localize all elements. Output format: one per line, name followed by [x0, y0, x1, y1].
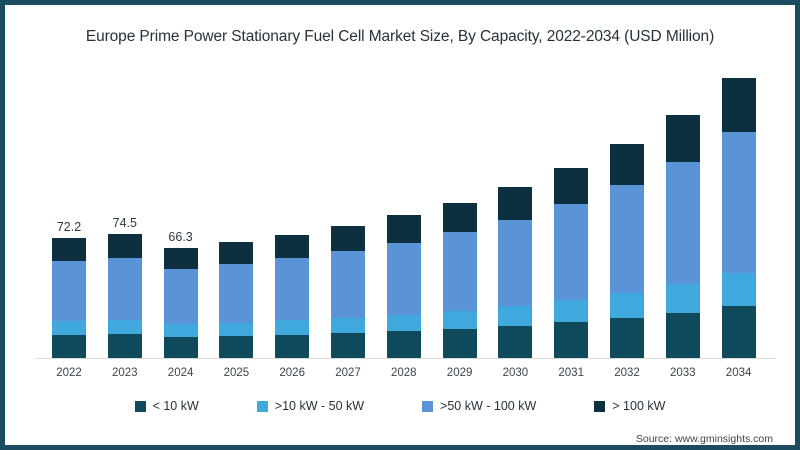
bar-segment[interactable]: [275, 320, 310, 335]
legend-label: > 100 kW: [612, 399, 666, 413]
bar-column[interactable]: [442, 202, 477, 358]
bar-segment[interactable]: [665, 161, 700, 285]
bar-segment[interactable]: [331, 251, 365, 318]
bar-segment[interactable]: [386, 314, 421, 332]
bar-segment[interactable]: [107, 334, 142, 358]
bar-segment[interactable]: [610, 185, 644, 294]
bar-value-label: 66.3: [168, 229, 193, 244]
bar-segment[interactable]: [219, 322, 254, 336]
bar-segment[interactable]: [386, 242, 421, 315]
bar-segment[interactable]: [498, 220, 533, 307]
bar-column[interactable]: [386, 215, 421, 358]
bar-segment[interactable]: [498, 187, 533, 221]
bar-segment[interactable]: [554, 167, 589, 205]
plot-area: 72.2 2022 74.5 2023 66.3 2024 2025 2026 2027 2028…: [5, 5, 795, 445]
bar-segment[interactable]: [442, 310, 477, 329]
bar-segment[interactable]: [554, 322, 589, 358]
bar-column[interactable]: [554, 167, 589, 358]
bar-segment[interactable]: [52, 321, 86, 336]
x-axis-tick-label: 2023: [112, 367, 138, 379]
source-note: Source: www.gminsights.com: [635, 433, 773, 445]
bar-column[interactable]: [275, 234, 310, 358]
bar-segment[interactable]: [52, 238, 86, 262]
bar-column[interactable]: [498, 187, 533, 358]
legend-label: < 10 kW: [152, 399, 199, 413]
x-axis-tick-label: 2025: [223, 367, 250, 379]
bar-segment[interactable]: [721, 273, 756, 307]
x-axis-line: [35, 358, 775, 359]
bar-column[interactable]: [107, 234, 142, 358]
legend-item[interactable]: >50 kW - 100 kW: [422, 399, 536, 413]
chart-title: Europe Prime Power Stationary Fuel Cell …: [85, 28, 715, 45]
bar-segment[interactable]: [275, 234, 310, 259]
bar-segment[interactable]: [275, 334, 310, 358]
bar-segment[interactable]: [665, 114, 700, 162]
bar-segment[interactable]: [107, 257, 142, 321]
bar-column[interactable]: [665, 114, 700, 358]
bar-column[interactable]: [219, 241, 254, 358]
bar-segment[interactable]: [163, 337, 198, 358]
bar-segment[interactable]: [665, 312, 700, 358]
bar-column[interactable]: [52, 238, 86, 358]
legend-swatch-icon: [422, 400, 434, 412]
bar-segment[interactable]: [386, 331, 421, 358]
bar-value-label: 72.2: [56, 220, 82, 235]
bar-segment[interactable]: [442, 328, 477, 358]
bar-segment[interactable]: [331, 225, 365, 252]
bar-segment[interactable]: [721, 78, 756, 132]
legend-swatch-icon: [134, 400, 146, 412]
bar-segment[interactable]: [386, 215, 421, 243]
bar-segment[interactable]: [665, 284, 700, 313]
x-axis-tick-label: 2027: [335, 367, 361, 379]
bar-segment[interactable]: [498, 306, 533, 326]
bar-segment[interactable]: [721, 131, 756, 274]
x-axis-tick-label: 2030: [502, 367, 529, 379]
x-axis-tick-label: 2024: [167, 367, 194, 379]
chart-legend: < 10 kW >10 kW - 50 kW >50 kW - 100 kW > 10…: [5, 399, 795, 413]
bar-segment[interactable]: [442, 202, 477, 233]
bar-segment[interactable]: [331, 332, 365, 358]
legend-item[interactable]: > 100 kW: [594, 399, 665, 413]
legend-item[interactable]: < 10 kW: [134, 399, 199, 413]
x-axis-tick-label: 2033: [670, 367, 696, 379]
bar-segment[interactable]: [163, 269, 198, 325]
legend-label: >10 kW - 50 kW: [274, 399, 365, 413]
bar-segment[interactable]: [163, 247, 198, 270]
bar-segment[interactable]: [554, 300, 589, 323]
bar-segment[interactable]: [331, 317, 365, 333]
bar-value-label: 74.5: [112, 216, 137, 231]
bar-segment[interactable]: [52, 335, 86, 358]
bar-segment[interactable]: [219, 241, 254, 265]
bar-column[interactable]: [610, 144, 644, 358]
x-axis-tick-label: 2029: [446, 367, 473, 379]
bar-segment[interactable]: [442, 232, 477, 311]
legend-swatch-icon: [256, 400, 268, 412]
bar-segment[interactable]: [610, 318, 644, 358]
bar-segment[interactable]: [107, 234, 142, 258]
x-axis-tick-label: 2022: [56, 367, 82, 379]
bar-segment[interactable]: [554, 204, 589, 301]
bar-column[interactable]: [331, 225, 365, 358]
bar-segment[interactable]: [498, 325, 533, 358]
bar-column[interactable]: [721, 78, 756, 358]
bar-segment[interactable]: [163, 324, 198, 338]
legend-label: >50 kW - 100 kW: [440, 399, 537, 413]
x-axis-tick-label: 2031: [558, 367, 584, 379]
bar-column[interactable]: [163, 247, 198, 358]
x-axis-tick-label: 2026: [279, 367, 305, 379]
bar-segment[interactable]: [610, 144, 644, 186]
bar-segment[interactable]: [275, 258, 310, 321]
bar-segment[interactable]: [107, 320, 142, 335]
bar-segment[interactable]: [219, 264, 254, 323]
bar-segment[interactable]: [52, 261, 86, 322]
bar-segment[interactable]: [219, 335, 254, 358]
legend-item[interactable]: >10 kW - 50 kW: [256, 399, 365, 413]
x-axis-tick-label: 2028: [391, 367, 417, 379]
bar-segment[interactable]: [721, 306, 756, 358]
x-axis-tick-label: 2034: [725, 367, 752, 379]
x-axis-tick-label: 2032: [614, 367, 640, 379]
bar-segment[interactable]: [610, 293, 644, 319]
legend-swatch-icon: [594, 400, 606, 412]
